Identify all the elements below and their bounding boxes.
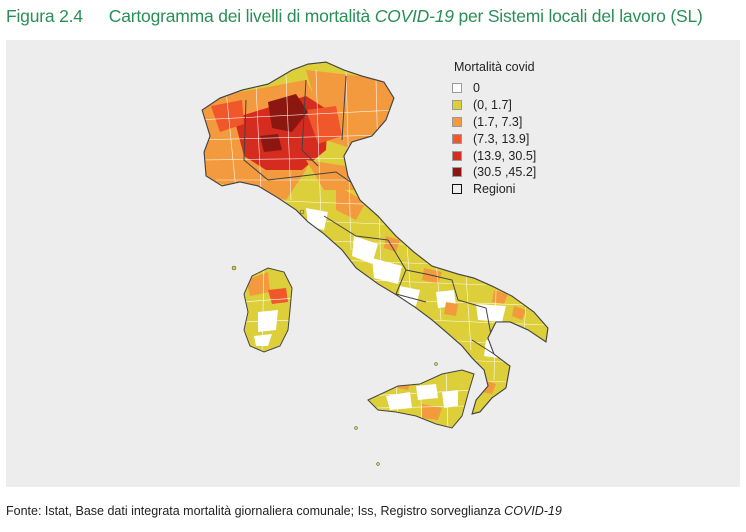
source-italic: COVID-19 [504,504,562,518]
sardinia-outline [243,267,293,353]
source-text: Fonte: Istat, Base dati integrata mortal… [6,504,505,518]
legend-label-regions: Regioni [473,182,516,197]
map-panel [6,40,740,487]
map-legend: Mortalità covid 0 (0, 1.7] (1.7, 7.3] (7… [452,60,536,198]
legend-label-5: (30.5 ,45.2] [473,165,537,180]
legend-label-2: (1.7, 7.3] [473,114,523,129]
figure-number: Figura 2.4 [6,6,83,26]
legend-label-1: (0, 1.7] [473,98,512,113]
legend-item-5: (30.5 ,45.2] [452,164,536,181]
legend-title: Mortalità covid [454,60,535,74]
legend-swatch-2 [452,116,462,127]
legend-item-4: (13.9, 30.5] [452,147,536,164]
figure-title-italic: COVID-19 [374,6,454,26]
sardinia [244,268,292,352]
legend-item-1: (0, 1.7] [452,97,536,114]
legend-item-3: (7.3, 13.9] [452,130,536,147]
figure-title: Figura 2.4 Cartogramma dei livelli di mor… [6,6,740,27]
figure-title-text: Cartogramma dei livelli di mortalità [108,6,375,26]
legend-item-regions: Regioni [452,181,536,198]
legend-label-4: (13.9, 30.5] [473,148,537,163]
figure-title-end: per Sistemi locali del lavoro (SL) [453,6,703,26]
island-elba [299,209,305,215]
legend-swatch-regions [452,184,462,195]
island-capraia [231,265,237,271]
island-egadi [354,426,358,430]
island-eolie [434,362,438,366]
mainland-outline [201,61,549,415]
legend-swatch-3 [452,133,462,144]
source-note: Fonte: Istat, Base dati integrata mortal… [6,504,562,518]
legend-swatch-5 [452,167,462,178]
sicily-outline [367,369,475,429]
island-pantelleria [376,462,380,466]
legend-item-0: 0 [452,80,536,97]
legend-label-0: 0 [473,81,480,96]
legend-item-2: (1.7, 7.3] [452,114,536,131]
legend-swatch-1 [452,100,462,111]
legend-label-3: (7.3, 13.9] [473,131,530,146]
legend-swatch-0 [452,83,462,94]
italy-choropleth-map [201,61,549,466]
legend-swatch-4 [452,150,462,161]
